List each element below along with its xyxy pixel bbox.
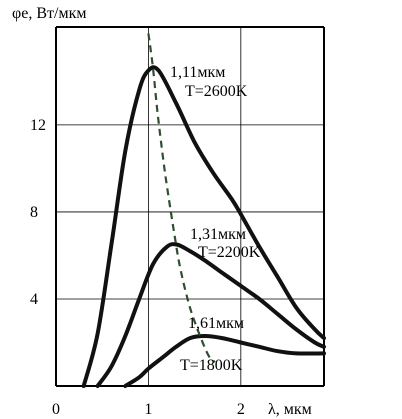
x-tick-label-0: 0 (52, 401, 60, 418)
y-axis-label: φe, Вт/мкм (12, 5, 86, 22)
y-tick-label-2: 12 (30, 117, 46, 134)
peak-label-t1800: 1,61мкм (188, 315, 244, 332)
temp-label-t2200: T=2200K (198, 244, 261, 261)
series-line-t2200 (95, 242, 326, 388)
peak-locus-dashed-line (147, 33, 216, 363)
temp-label-t2600: T=2600K (185, 83, 248, 100)
series-group (81, 33, 326, 388)
series-line-t2600 (81, 65, 326, 388)
series-line-t1800 (123, 334, 326, 388)
peak-label-t2600: 1,11мкм (170, 64, 225, 81)
y-tick-label-0: 4 (30, 291, 38, 308)
x-tick-label-1: 1 (144, 401, 152, 418)
x-tick-label-2: 2 (237, 401, 245, 418)
axes (55, 26, 325, 387)
grid (56, 27, 324, 386)
temp-label-t1800: T=1800K (180, 357, 243, 374)
y-tick-label-1: 8 (30, 204, 38, 221)
peak-label-t2200: 1,31мкм (190, 226, 246, 243)
x-axis-label: λ, мкм (268, 401, 312, 418)
